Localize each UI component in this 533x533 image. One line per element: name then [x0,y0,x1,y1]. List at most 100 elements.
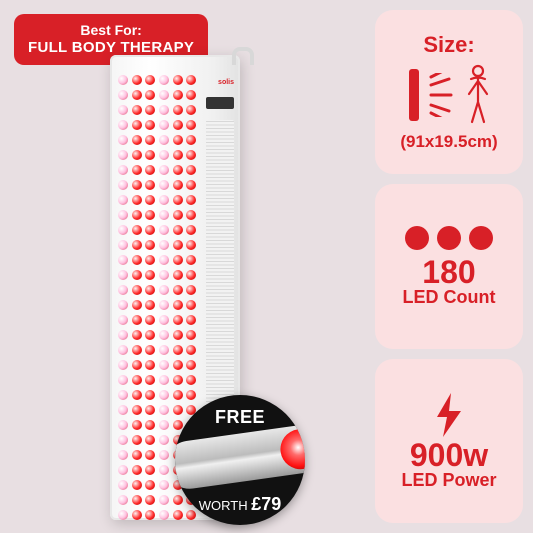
count-dot [405,226,429,250]
led-dot [145,225,155,235]
led-dot [145,375,155,385]
led-dot [132,165,142,175]
led-dot [118,270,128,280]
led-dot [186,360,196,370]
led-dot [118,75,128,85]
led-dot [132,510,142,520]
led-dot [132,105,142,115]
product-brand: solis [218,79,234,86]
led-dot [145,195,155,205]
product-display [206,97,234,109]
count-dot [437,226,461,250]
led-dot [173,405,183,415]
led-dot [118,255,128,265]
led-dot [173,165,183,175]
led-dot [186,135,196,145]
led-dot [159,105,169,115]
led-dot [159,330,169,340]
led-dot [132,465,142,475]
led-dot [118,90,128,100]
led-dot [186,150,196,160]
led-dot [159,360,169,370]
led-dot [186,165,196,175]
led-dot [132,225,142,235]
person-icon [463,64,493,126]
led-dot [145,255,155,265]
worth-value: £79 [251,494,281,514]
worth-label: WORTH [199,498,251,513]
led-dot [186,390,196,400]
led-dot [118,510,128,520]
led-dot [132,135,142,145]
spec-size: Size: (91x19.5cm) [375,10,523,174]
led-dot [145,465,155,475]
led-dot [173,75,183,85]
led-dot [186,300,196,310]
led-dot [132,420,142,430]
led-dot [159,480,169,490]
led-dot [145,150,155,160]
led-dot [132,285,142,295]
led-dot [145,420,155,430]
panel-icon [405,67,423,123]
led-dot [159,150,169,160]
led-dot [118,420,128,430]
led-dot [118,285,128,295]
led-dot [118,210,128,220]
led-dot [159,510,169,520]
led-dot [159,450,169,460]
led-dot [173,240,183,250]
led-dot [145,285,155,295]
led-dot [159,405,169,415]
led-dot [132,330,142,340]
led-dot [132,375,142,385]
led-dot [186,120,196,130]
led-dot [132,195,142,205]
led-dot [173,90,183,100]
bolt-icon [431,391,467,439]
free-gift-badge: FREE WORTH £79 [175,395,305,525]
product-hook [232,47,254,65]
led-dot [159,300,169,310]
led-dot [118,450,128,460]
led-dot [118,315,128,325]
led-dot [132,360,142,370]
led-dot [132,150,142,160]
led-dot [186,210,196,220]
led-dot [159,495,169,505]
led-dot [186,330,196,340]
size-icons [405,64,493,126]
led-dot [173,285,183,295]
spec-led-count: 180 LED Count [375,184,523,348]
led-dot [118,345,128,355]
led-dot [118,495,128,505]
led-dot [145,480,155,490]
led-dot [159,375,169,385]
led-dot [118,165,128,175]
led-dot [173,180,183,190]
led-dot [145,90,155,100]
led-dot [186,180,196,190]
led-dot [186,90,196,100]
led-dot [118,195,128,205]
led-dot [159,465,169,475]
led-dot [173,495,183,505]
led-dot [159,195,169,205]
led-dot [145,165,155,175]
led-dot [132,120,142,130]
led-dot [118,480,128,490]
led-dot [132,255,142,265]
led-dot [132,270,142,280]
led-dot [159,75,169,85]
led-dot [186,240,196,250]
led-dot [132,180,142,190]
led-dot [159,165,169,175]
led-dot [159,420,169,430]
led-dot [186,375,196,385]
led-dot [118,120,128,130]
led-dot [132,240,142,250]
power-value: 900w [410,439,488,471]
led-dot [132,390,142,400]
led-dot [173,330,183,340]
led-dot [145,360,155,370]
